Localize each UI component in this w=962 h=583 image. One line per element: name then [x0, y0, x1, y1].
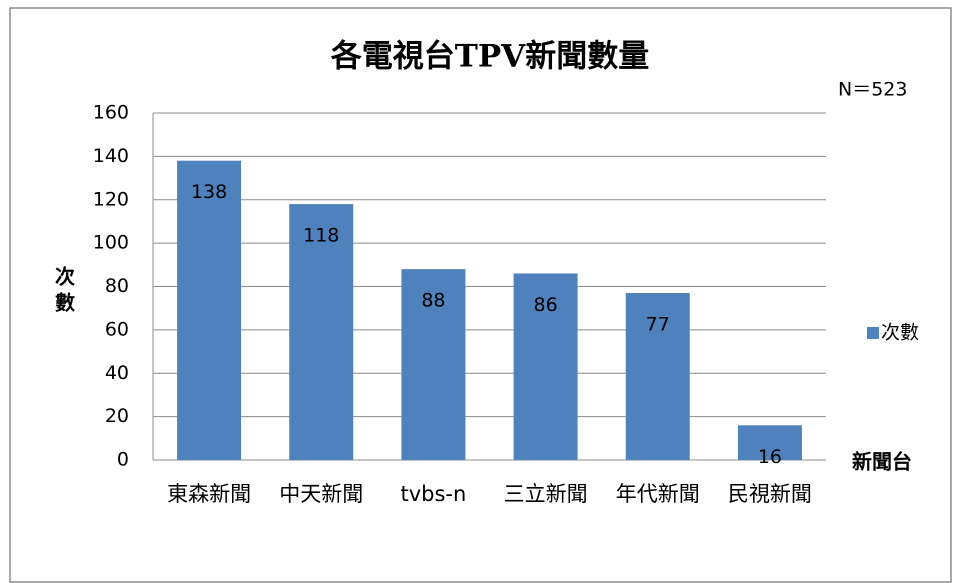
x-tick-label: 民視新聞	[728, 482, 812, 506]
y-tick-label: 160	[93, 102, 129, 124]
y-tick-label: 80	[105, 275, 129, 297]
y-tick-label: 20	[105, 405, 129, 427]
x-axis-label: 新聞台	[852, 450, 912, 474]
y-tick-label: 40	[105, 362, 129, 384]
bar	[513, 273, 578, 460]
bar	[625, 293, 690, 460]
y-tick-label: 60	[105, 318, 129, 340]
y-tick-label: 0	[117, 449, 129, 471]
bar	[177, 160, 242, 460]
y-axis-label: 次數	[52, 265, 76, 318]
chart-title: 各電視台TPV新聞數量	[330, 39, 649, 75]
bar	[289, 204, 354, 460]
legend-swatch	[867, 327, 879, 339]
y-tick-label: 120	[93, 188, 129, 210]
x-tick-label: 年代新聞	[616, 482, 700, 506]
x-tick-label: tvbs-n	[401, 482, 467, 506]
data-label: 88	[421, 290, 445, 312]
x-tick-label: 三立新聞	[504, 482, 588, 506]
data-label: 118	[303, 225, 339, 247]
data-label: 86	[533, 294, 557, 316]
chart-border	[9, 7, 952, 583]
x-tick-label: 中天新聞	[279, 482, 363, 506]
x-tick-label: 東森新聞	[167, 482, 251, 506]
bar	[737, 425, 802, 460]
bar	[401, 269, 466, 460]
y-tick-label: 140	[93, 145, 129, 167]
legend-label: 次數	[881, 322, 919, 344]
annotation: N＝523	[838, 79, 907, 101]
data-label: 16	[758, 446, 782, 468]
data-label: 77	[646, 314, 670, 336]
data-label: 138	[191, 181, 227, 203]
y-tick-label: 100	[93, 232, 129, 254]
